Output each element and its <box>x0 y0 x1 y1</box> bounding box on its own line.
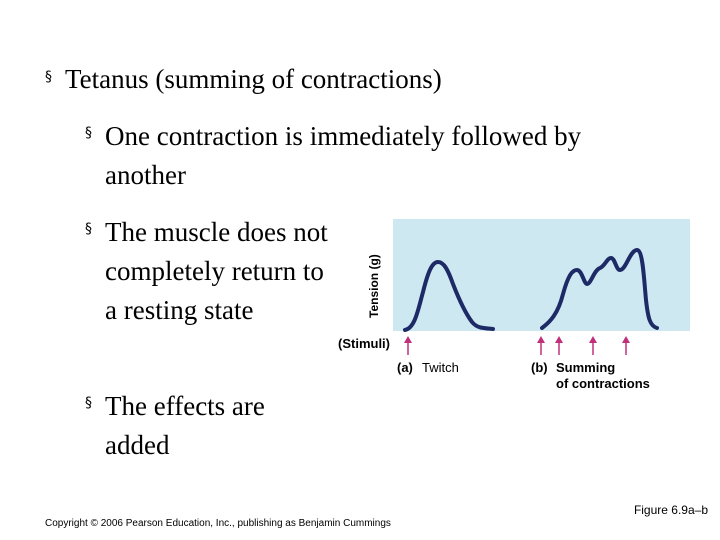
bullet-text: One contraction is immediately followed … <box>105 121 582 190</box>
bullet-marker: § <box>85 395 92 411</box>
stimuli-label: (Stimuli) <box>338 336 390 351</box>
stimulus-arrow-4 <box>622 336 630 355</box>
bullet-not-resting: § The muscle does not completely return … <box>85 213 335 330</box>
y-axis-label: Tension (g) <box>367 254 381 318</box>
panel-b-caption-line2: of contractions <box>556 376 650 391</box>
tension-figure: Tension (g) (Stimuli) (a) Twitch (b) Sum… <box>338 219 690 391</box>
figure-background <box>393 219 690 331</box>
bullet-text: The effects are added <box>105 391 265 460</box>
figure-reference: Figure 6.9a–b <box>633 503 708 517</box>
bullet-marker: § <box>85 221 92 237</box>
bullet-tetanus: § Tetanus (summing of contractions) <box>45 60 442 99</box>
stimulus-arrow-twitch <box>404 336 412 355</box>
bullet-marker: § <box>45 69 52 85</box>
stimulus-arrow-2 <box>555 336 563 355</box>
bullet-one-contraction: § One contraction is immediately followe… <box>85 117 665 195</box>
bullet-text: The muscle does not completely return to… <box>105 217 328 325</box>
bullet-text: Tetanus (summing of contractions) <box>65 64 442 94</box>
panel-a-caption: Twitch <box>422 360 459 375</box>
twitch-curve <box>403 259 495 332</box>
stimulus-arrow-1 <box>537 336 545 355</box>
bullet-effects-added: § The effects are added <box>85 387 335 465</box>
summing-curve <box>540 247 659 330</box>
panel-a-letter: (a) <box>397 360 413 375</box>
panel-b-letter: (b) <box>531 360 548 375</box>
stimulus-arrow-3 <box>589 336 597 355</box>
panel-b-caption-line1: Summing <box>556 360 615 375</box>
copyright-notice: Copyright © 2006 Pearson Education, Inc.… <box>45 518 391 529</box>
bullet-marker: § <box>85 125 92 141</box>
